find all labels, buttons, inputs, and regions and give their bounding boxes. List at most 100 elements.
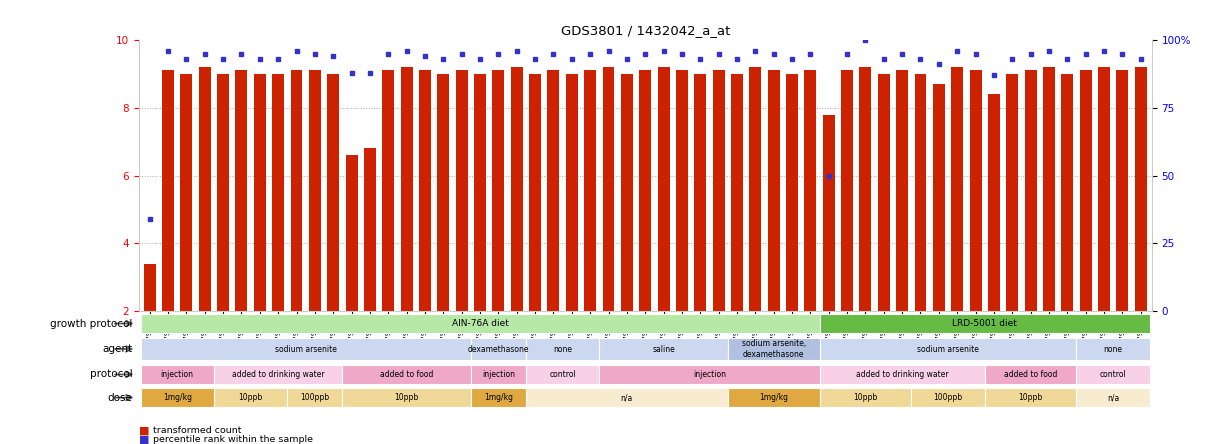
Bar <box>985 388 1077 407</box>
Bar <box>912 388 985 407</box>
Bar <box>727 338 820 360</box>
Text: sodium arsenite,
dexamethasone: sodium arsenite, dexamethasone <box>742 339 806 359</box>
Bar <box>492 71 504 311</box>
Bar <box>1077 365 1149 384</box>
Text: dose: dose <box>107 392 133 403</box>
Text: none: none <box>554 345 572 353</box>
Bar <box>526 388 727 407</box>
Bar <box>217 74 229 311</box>
Text: added to drinking water: added to drinking water <box>856 370 948 379</box>
Bar <box>470 388 526 407</box>
Bar <box>786 74 798 311</box>
Text: dexamethasone: dexamethasone <box>468 345 529 353</box>
Bar <box>914 74 926 311</box>
Text: control: control <box>1100 370 1126 379</box>
Bar <box>584 71 596 311</box>
Text: 1mg/kg: 1mg/kg <box>163 393 192 402</box>
Bar <box>675 71 687 311</box>
Text: injection: injection <box>693 370 726 379</box>
Bar <box>1077 388 1149 407</box>
Bar <box>418 71 431 311</box>
Bar <box>1006 74 1018 311</box>
Bar <box>1043 67 1055 311</box>
Title: GDS3801 / 1432042_a_at: GDS3801 / 1432042_a_at <box>561 24 730 37</box>
Bar <box>141 314 820 333</box>
Bar <box>291 71 303 311</box>
Text: 100ppb: 100ppb <box>300 393 329 402</box>
Text: injection: injection <box>160 370 194 379</box>
Text: added to drinking water: added to drinking water <box>232 370 324 379</box>
Bar <box>860 67 872 311</box>
Bar <box>364 148 376 311</box>
Bar <box>235 71 247 311</box>
Bar <box>526 365 599 384</box>
Text: sodium arsenite: sodium arsenite <box>917 345 979 353</box>
Bar <box>566 74 578 311</box>
Bar <box>273 74 285 311</box>
Text: LRD-5001 diet: LRD-5001 diet <box>953 319 1017 328</box>
Bar <box>181 74 193 311</box>
Bar <box>896 71 908 311</box>
Bar <box>1097 67 1110 311</box>
Text: n/a: n/a <box>621 393 633 402</box>
Bar <box>1117 71 1129 311</box>
Bar <box>343 388 470 407</box>
Bar <box>213 365 343 384</box>
Text: percentile rank within the sample: percentile rank within the sample <box>153 435 314 444</box>
Bar <box>199 67 211 311</box>
Bar <box>952 67 964 311</box>
Bar <box>474 74 486 311</box>
Bar <box>1077 338 1149 360</box>
Bar <box>346 155 357 311</box>
Bar <box>603 67 615 311</box>
Bar <box>822 115 835 311</box>
Text: 100ppb: 100ppb <box>933 393 962 402</box>
Text: sodium arsenite: sodium arsenite <box>275 345 336 353</box>
Bar <box>400 67 412 311</box>
Text: saline: saline <box>652 345 675 353</box>
Bar <box>820 314 1149 333</box>
Bar <box>511 67 522 311</box>
Bar <box>1135 67 1147 311</box>
Text: ■: ■ <box>139 435 150 444</box>
Bar <box>820 338 1077 360</box>
Text: ■: ■ <box>139 426 150 436</box>
Bar <box>599 338 727 360</box>
Text: 1mg/kg: 1mg/kg <box>484 393 513 402</box>
Bar <box>713 71 725 311</box>
Bar <box>526 338 599 360</box>
Text: control: control <box>549 370 576 379</box>
Bar <box>695 74 707 311</box>
Bar <box>988 94 1000 311</box>
Bar <box>162 71 174 311</box>
Text: transformed count: transformed count <box>153 426 241 435</box>
Bar <box>727 388 820 407</box>
Bar <box>141 338 470 360</box>
Bar <box>343 365 470 384</box>
Text: 10ppb: 10ppb <box>394 393 418 402</box>
Bar <box>382 71 394 311</box>
Text: growth protocol: growth protocol <box>51 318 133 329</box>
Text: agent: agent <box>103 344 133 354</box>
Bar <box>253 74 265 311</box>
Bar <box>470 365 526 384</box>
Bar <box>804 71 816 311</box>
Bar <box>213 388 287 407</box>
Text: 10ppb: 10ppb <box>1019 393 1043 402</box>
Bar <box>1079 71 1091 311</box>
Text: added to food: added to food <box>1003 370 1058 379</box>
Bar <box>820 365 985 384</box>
Text: n/a: n/a <box>1107 393 1119 402</box>
Bar <box>327 74 339 311</box>
Bar <box>657 67 669 311</box>
Bar <box>529 74 541 311</box>
Text: injection: injection <box>482 370 515 379</box>
Text: AIN-76A diet: AIN-76A diet <box>451 319 509 328</box>
Bar <box>141 365 213 384</box>
Bar <box>731 74 743 311</box>
Bar <box>309 71 321 311</box>
Bar <box>639 71 651 311</box>
Bar <box>456 71 468 311</box>
Bar <box>287 388 343 407</box>
Bar <box>141 388 213 407</box>
